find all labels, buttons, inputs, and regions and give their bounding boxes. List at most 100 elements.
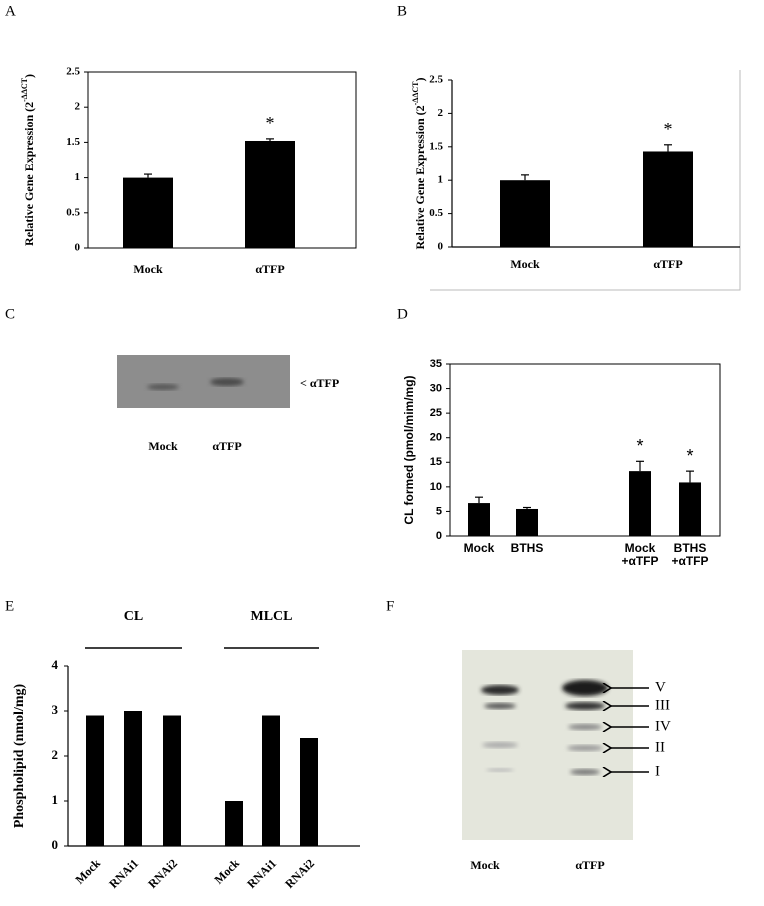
y-tick-label: 0: [75, 242, 81, 254]
bar: [629, 471, 651, 536]
bar: [163, 715, 181, 846]
bar: [679, 482, 701, 536]
y-axis-label-text: CL formed (pmol/mim/mg): [402, 375, 416, 524]
y-tick-label: 2.5: [66, 66, 80, 78]
significance-mark: *: [636, 436, 643, 456]
y-tick-label: 5: [436, 505, 442, 517]
y-tick-label: 2.5: [429, 74, 443, 86]
x-tick-label: Mock +αTFP: [621, 541, 658, 568]
y-tick-label: 4: [52, 657, 59, 672]
y-tick-label: 15: [430, 456, 442, 468]
y-tick-label: 1: [52, 792, 59, 807]
lane-label: αTFP: [212, 439, 241, 453]
y-tick-label: 1: [75, 171, 81, 183]
x-tick-label: RNAi1: [244, 856, 279, 891]
band-label: < αTFP: [300, 376, 339, 390]
bar: [516, 508, 538, 536]
y-tick-label: 0: [436, 530, 442, 542]
bar: [468, 503, 490, 536]
bar: [124, 711, 142, 846]
error-bar: [636, 460, 644, 472]
error-bar: [664, 144, 672, 152]
y-tick-label: 0: [438, 241, 444, 253]
bar: [643, 151, 693, 247]
bar: [225, 801, 243, 846]
error-bar: [521, 174, 529, 181]
x-tick-label: Mock: [72, 856, 103, 887]
error-bar: [475, 496, 483, 504]
x-tick-label: αTFP: [255, 262, 284, 276]
y-tick-label: 0.5: [429, 207, 443, 219]
group-label: MLCL: [251, 609, 293, 624]
x-tick-label: BTHS +αTFP: [671, 541, 708, 568]
y-axis-label-text: Phospholipid (nmol/mg): [12, 684, 27, 829]
bar: [500, 180, 550, 247]
bar: [300, 738, 318, 846]
bar: [123, 177, 173, 248]
y-tick-label: 0: [52, 837, 59, 852]
lane-label: Mock: [470, 858, 500, 872]
y-tick-label: 20: [430, 432, 442, 444]
y-axis-label-end: ): [22, 74, 36, 78]
y-tick-label: 10: [430, 481, 442, 493]
y-tick-label: 2: [52, 747, 59, 762]
x-tick-label: RNAi1: [106, 856, 141, 891]
lane-label: Mock: [148, 439, 178, 453]
x-tick-label: Mock: [510, 257, 540, 271]
error-bar: [686, 470, 694, 483]
y-axis-label-sup: -ΔΔCT: [20, 77, 29, 101]
y-tick-label: 2: [438, 107, 444, 119]
error-bar: [266, 138, 274, 141]
error-bar: [523, 506, 531, 509]
band-label: I: [655, 763, 660, 779]
y-axis-label-sup: -ΔΔCT: [411, 81, 420, 105]
panel-letter: C: [5, 306, 15, 322]
x-tick-label: RNAi2: [282, 856, 317, 891]
y-tick-label: 3: [52, 702, 59, 717]
y-tick-label: 35: [430, 358, 442, 370]
plot-frame: [449, 363, 721, 537]
band-label: III: [655, 697, 670, 713]
y-tick-label: 1.5: [66, 136, 80, 148]
significance-mark: *: [664, 119, 673, 139]
y-tick-label: 1.5: [429, 140, 443, 152]
y-axis-label: Relative Gene Expression (2-ΔΔCT): [411, 78, 427, 250]
band-label: IV: [655, 718, 671, 734]
band-label: II: [655, 739, 665, 755]
gel-f: [462, 650, 633, 840]
y-tick-label: 2: [75, 101, 81, 113]
y-tick-label: 25: [430, 407, 442, 419]
significance-mark: *: [266, 113, 275, 133]
panel-letter: B: [397, 3, 407, 19]
panel-letter: A: [5, 3, 16, 19]
plot-frame: [87, 71, 357, 249]
y-axis-label-text: Relative Gene Expression (2: [22, 102, 36, 246]
y-axis-label: CL formed (pmol/mim/mg): [402, 375, 416, 524]
panel-frame: [430, 70, 741, 291]
error-bar: [144, 173, 152, 178]
bar: [86, 715, 104, 846]
y-tick-label: 30: [430, 382, 442, 394]
y-axis-label: Phospholipid (nmol/mg): [12, 684, 27, 829]
y-axis-label: Relative Gene Expression (2-ΔΔCT): [20, 74, 36, 246]
y-axis-label-end: ): [413, 78, 427, 82]
group-label: CL: [124, 609, 143, 624]
lane-label: αTFP: [575, 858, 604, 872]
y-tick-label: 1: [438, 174, 444, 186]
panel-letter: E: [5, 598, 14, 614]
x-tick-label: Mock: [133, 262, 163, 276]
bar: [245, 140, 295, 248]
band-label: V: [655, 679, 666, 695]
x-tick-label: RNAi2: [145, 856, 180, 891]
x-tick-label: Mock: [464, 541, 495, 555]
x-tick-label: Mock: [211, 856, 242, 887]
bar: [262, 715, 280, 846]
panel-letter: D: [397, 306, 408, 322]
x-tick-label: αTFP: [653, 257, 682, 271]
significance-mark: *: [686, 446, 693, 466]
panel-letter: F: [386, 598, 394, 614]
y-axis-label-text: Relative Gene Expression (2: [413, 105, 427, 249]
gel-c: [117, 355, 290, 408]
y-tick-label: 0.5: [66, 206, 80, 218]
